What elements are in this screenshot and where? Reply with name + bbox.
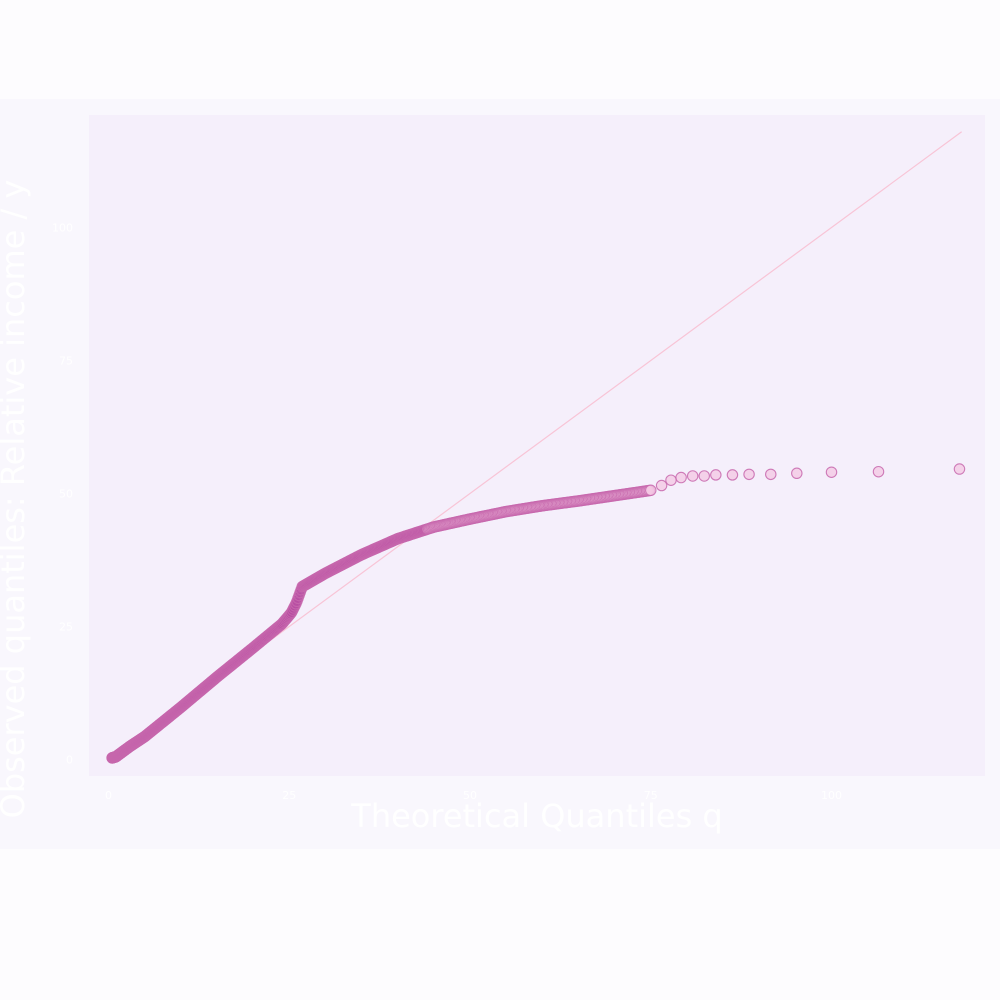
y-tick-label: 100 bbox=[52, 222, 73, 235]
x-tick-label: 50 bbox=[463, 789, 477, 802]
data-point bbox=[655, 479, 668, 492]
x-tick-label: 25 bbox=[282, 789, 296, 802]
x-axis-title: Theoretical Quantiles q bbox=[350, 797, 722, 835]
y-tick-label: 75 bbox=[59, 355, 73, 368]
y-tick-label: 50 bbox=[59, 488, 73, 501]
data-point bbox=[743, 468, 755, 481]
data-point bbox=[665, 474, 677, 486]
data-point bbox=[825, 466, 838, 478]
y-axis-title: Observed quantiles: Relative income / y bbox=[0, 180, 32, 819]
figure: 0 25 50 75 100 0 25 50 75 100 Theoretical Quantil… bbox=[0, 99, 1000, 849]
data-point bbox=[675, 471, 687, 484]
data-point bbox=[765, 468, 777, 481]
data-point bbox=[686, 470, 699, 482]
qq-plot: 0 25 50 75 100 0 25 50 75 100 Theoretical Quantil… bbox=[0, 115, 985, 835]
y-tick-label: 0 bbox=[66, 754, 73, 767]
y-tick-label: 25 bbox=[59, 621, 73, 634]
data-point bbox=[644, 484, 657, 497]
data-point bbox=[791, 467, 803, 480]
x-tick-label: 0 bbox=[105, 789, 112, 802]
data-point bbox=[953, 463, 966, 475]
x-tick-label: 100 bbox=[821, 789, 842, 802]
data-point bbox=[726, 469, 739, 481]
x-tick-label: 75 bbox=[644, 789, 658, 802]
data-point bbox=[710, 469, 722, 481]
data-point bbox=[872, 465, 885, 478]
data-point bbox=[698, 470, 710, 482]
